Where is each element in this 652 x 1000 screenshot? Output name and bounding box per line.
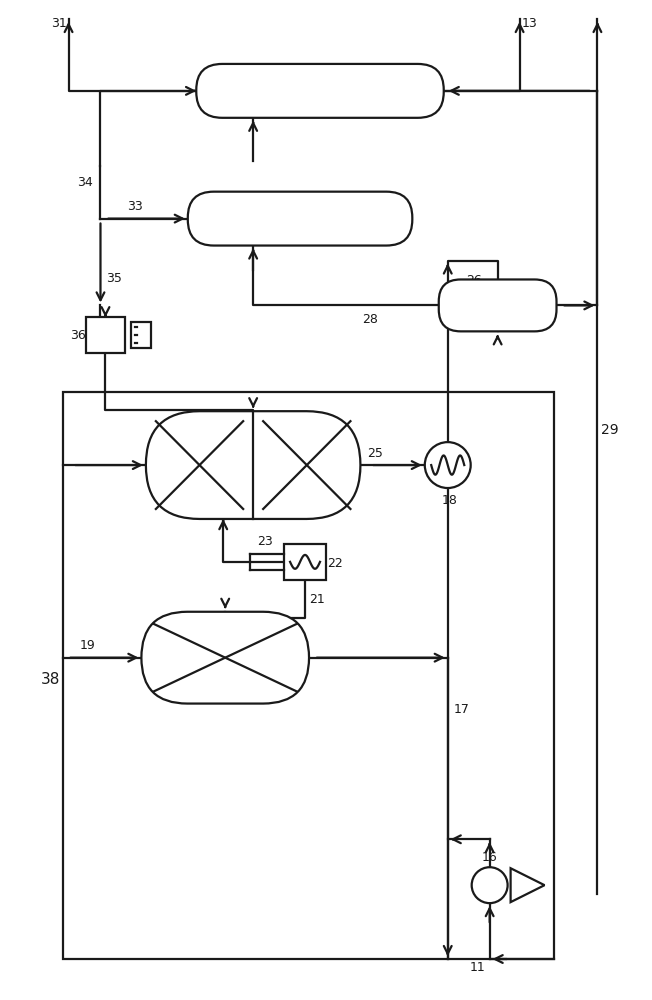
Text: 16: 16 <box>482 851 497 864</box>
Text: 28: 28 <box>362 313 378 326</box>
Text: 25: 25 <box>368 447 383 460</box>
Text: 26: 26 <box>466 274 482 287</box>
Text: 38: 38 <box>41 672 60 687</box>
Text: 34: 34 <box>77 176 93 189</box>
Text: 20: 20 <box>216 650 235 665</box>
Text: 18: 18 <box>442 493 458 506</box>
Polygon shape <box>511 868 544 902</box>
Text: 37: 37 <box>190 414 206 427</box>
Text: 17: 17 <box>454 703 469 716</box>
Text: 31: 31 <box>51 17 67 30</box>
Text: 22: 22 <box>327 557 343 570</box>
Bar <box>85 317 125 353</box>
Text: 32: 32 <box>289 210 311 228</box>
Text: 19: 19 <box>80 639 95 652</box>
FancyBboxPatch shape <box>188 192 412 246</box>
Text: 13: 13 <box>522 17 537 30</box>
Text: 30: 30 <box>310 82 331 100</box>
Bar <box>63 392 554 959</box>
FancyBboxPatch shape <box>439 279 557 331</box>
Circle shape <box>425 442 471 488</box>
Bar <box>284 544 326 580</box>
Text: 27: 27 <box>487 296 508 314</box>
Bar <box>132 322 151 348</box>
FancyBboxPatch shape <box>141 612 309 704</box>
FancyBboxPatch shape <box>196 64 444 118</box>
Text: 29: 29 <box>600 423 618 437</box>
Circle shape <box>471 867 508 903</box>
Text: 11: 11 <box>470 961 486 974</box>
Text: 33: 33 <box>128 200 143 213</box>
Text: 23: 23 <box>258 535 273 548</box>
Text: 21: 21 <box>309 593 325 606</box>
Text: 36: 36 <box>70 329 85 342</box>
FancyBboxPatch shape <box>146 411 361 519</box>
Text: 35: 35 <box>106 272 123 285</box>
Text: 24: 24 <box>233 458 253 473</box>
